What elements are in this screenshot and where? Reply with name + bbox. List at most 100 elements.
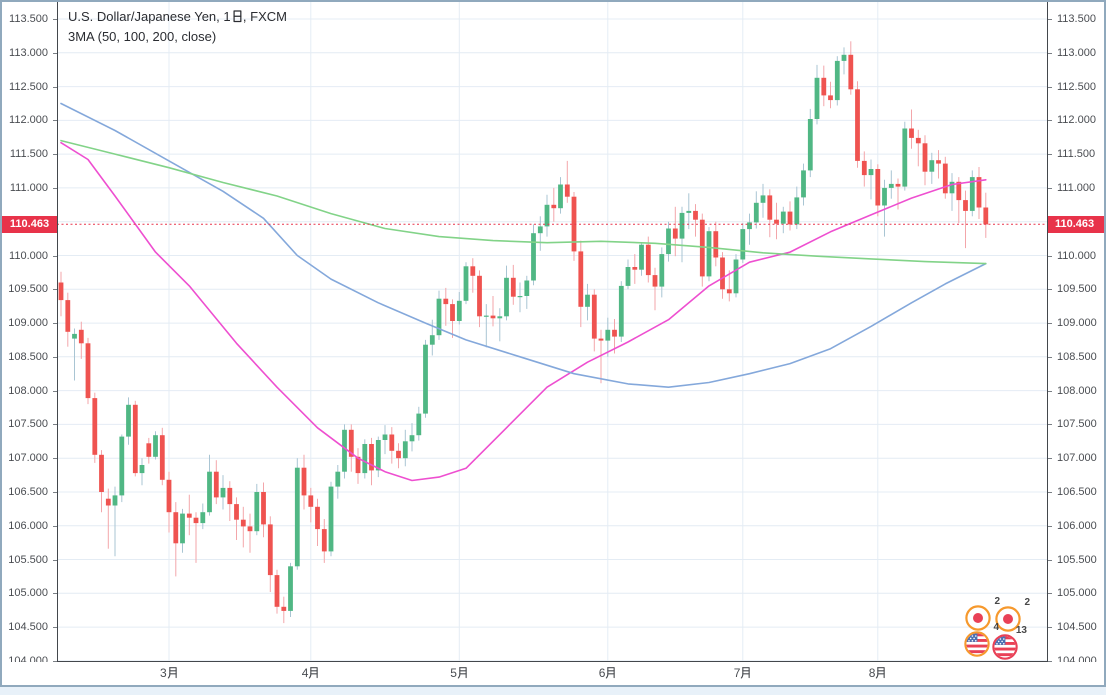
event-count-badge: 4 [993,622,999,633]
time-tick-label: 3 [160,666,178,680]
price-tick-label: 111.500 [1057,148,1096,161]
price-tick-label: 107.000 [1057,452,1097,465]
ma-100-line[interactable] [60,102,987,388]
price-tick-label: 108.500 [8,350,48,363]
event-icon-us-flag[interactable]: 13 [992,625,1027,660]
price-tick-label: 104.500 [1057,621,1097,634]
event-icon-us-flag[interactable]: 4 [964,622,999,657]
price-tick-label: 108.500 [1057,350,1097,363]
time-tick-label: 6 [599,666,617,680]
tick-mark [1048,525,1052,527]
tick-mark [1048,187,1052,189]
price-tick-label: 106.500 [1057,486,1097,498]
price-tick-label: 113.500 [9,13,48,25]
event-icon-japan-flag[interactable]: 2 [995,597,1030,632]
price-tick-label: 106.000 [8,519,48,532]
chart-plot-area[interactable]: U.S. Dollar/Japanese Yen, 1, FXCM 3MA (5… [57,2,1047,661]
candlestick-chart-canvas[interactable] [57,2,1047,661]
price-axis-right[interactable]: 113.500 113.000 112.500 112.000 111.500 111.0… [1048,2,1104,667]
tick-mark [53,660,57,662]
tick-mark [53,86,57,88]
axis-separator-bottom [57,661,1048,662]
price-tick-label: 105.500 [8,553,48,566]
tick-mark [1048,323,1052,325]
event-icon-japan-flag[interactable]: 2 [965,596,1000,631]
tick-mark [53,525,57,527]
tick-mark [1048,559,1052,561]
event-count-badge: 13 [1015,625,1027,636]
price-tick-label: 112.000 [1057,114,1096,127]
price-tick-label: 108.000 [1057,384,1097,397]
price-tick-label: 107.500 [8,418,48,431]
price-axis-left[interactable]: 113.500 113.000 112.500 112.000 111.500 111.0… [2,2,57,667]
tick-mark [1048,492,1052,493]
moving-average-lines [60,102,987,482]
price-tick-label: 106.500 [8,486,48,498]
price-tick-label: 112.500 [1057,80,1096,93]
price-tick-label: 113.500 [1057,13,1096,25]
tick-mark [1048,289,1052,291]
price-tick-label: 105.000 [1057,587,1097,600]
symbol-title[interactable]: U.S. Dollar/Japanese Yen, 1, FXCM [68,9,287,24]
indicator-title[interactable]: 3MA (50, 100, 200, close) [68,29,217,44]
last-price-tag-right: 110.463 [1048,215,1104,233]
tick-mark [53,492,57,493]
tick-mark [1048,627,1052,629]
tick-mark [53,154,57,156]
tick-mark [53,390,57,392]
price-tick-label: 111.000 [1057,181,1096,194]
price-tick-label: 111.500 [9,148,48,161]
price-tick-label: 109.500 [8,283,48,296]
tick-mark [1048,356,1052,358]
tick-mark [53,458,57,460]
tick-mark [53,424,57,426]
price-tick-label: 110.000 [9,249,48,262]
tick-mark [53,559,57,561]
last-price-tag-left: 110.463 [2,215,57,233]
price-tick-label: 111.000 [9,181,48,194]
economic-event-icons: 2 2 4 13 [57,2,1047,661]
chart-legend[interactable]: U.S. Dollar/Japanese Yen, 1, FXCM 3MA (5… [68,7,287,47]
axis-separator-right [1047,2,1048,662]
tick-mark [1048,154,1052,156]
time-axis[interactable]: 3 4 5 6 7 8 [2,662,1104,685]
tick-mark [1048,593,1052,595]
time-tick-label: 5 [450,666,468,680]
price-tick-label: 106.000 [1057,519,1097,532]
ma-200-line[interactable] [60,139,987,265]
gridlines [57,2,1047,661]
tick-mark [53,52,57,54]
price-tick-label: 107.000 [8,452,48,465]
ma-50-line[interactable] [60,141,987,482]
price-tick-label: 107.500 [1057,418,1097,431]
tick-mark [1048,424,1052,426]
tick-mark [53,187,57,189]
event-count-badge: 2 [994,596,1000,607]
tick-mark [1048,19,1052,20]
price-tick-label: 105.000 [8,587,48,600]
price-tick-label: 104.500 [8,621,48,634]
tick-mark [53,323,57,325]
tick-mark [53,593,57,595]
price-tick-label: 112.000 [9,114,48,127]
price-tick-label: 110.000 [1057,249,1096,262]
candles-series[interactable] [58,41,989,624]
price-tick-label: 113.000 [1057,46,1096,59]
axis-separator-left [57,2,58,662]
time-tick-label: 7 [734,666,752,680]
tick-mark [1048,255,1052,257]
tick-mark [1048,52,1052,54]
price-tick-label: 105.500 [1057,553,1097,566]
tick-mark [53,356,57,358]
price-tick-label: 109.000 [8,317,48,330]
tick-mark [1048,86,1052,88]
tick-mark [53,289,57,291]
tick-mark [1048,660,1052,662]
time-tick-label: 8 [869,666,887,680]
tick-mark [53,255,57,257]
event-count-badge: 2 [1024,597,1030,608]
tick-mark [1048,120,1052,122]
tick-mark [1048,390,1052,392]
